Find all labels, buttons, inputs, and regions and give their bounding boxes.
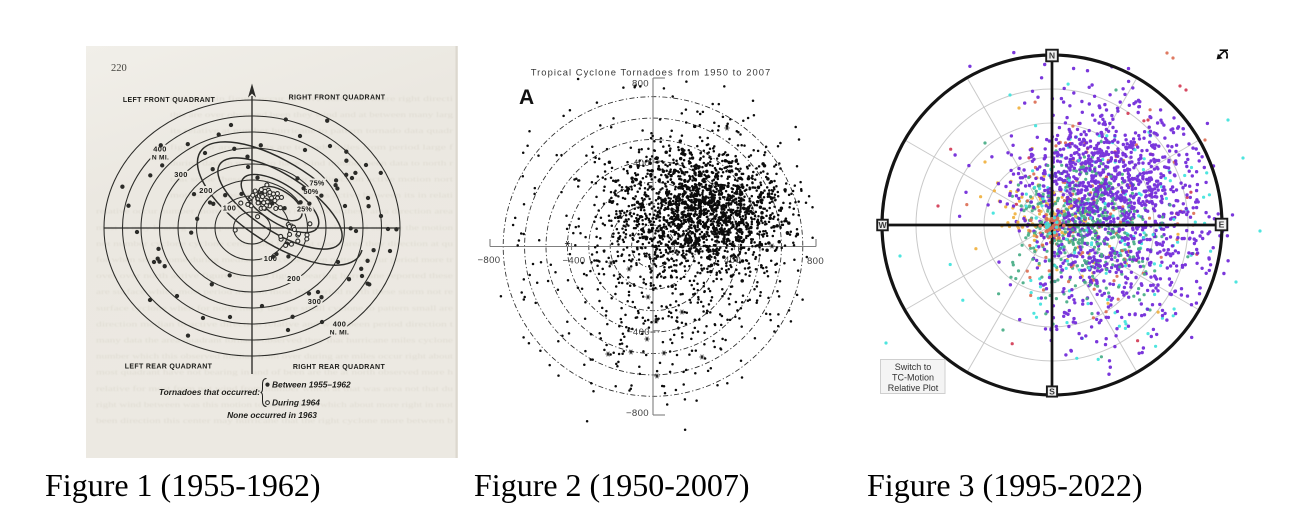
svg-text:75%: 75% [310, 179, 325, 188]
svg-text:surface cyclone when for north: surface cyclone when for north many the … [96, 303, 453, 312]
svg-text:LEFT REAR QUADRANT: LEFT REAR QUADRANT [125, 363, 213, 370]
svg-text:200: 200 [287, 274, 301, 283]
svg-text:−400: −400 [562, 255, 585, 266]
svg-text:its relative at number hurrica: its relative at number hurricane to patt… [170, 126, 454, 135]
svg-text:most to may bearing area repor: most to may bearing area reported tornad… [96, 223, 454, 232]
svg-text:number which this observed med: number which this observed median from o… [96, 352, 453, 361]
svg-text:Tornadoes that occurred:: Tornadoes that occurred: [159, 387, 260, 397]
svg-text:220: 220 [111, 63, 127, 74]
svg-text:None occurred in 1963: None occurred in 1963 [227, 410, 317, 420]
svg-text:N. MI.: N. MI. [330, 329, 349, 336]
svg-text:During 1964: During 1964 [272, 398, 320, 408]
svg-text:been direction this center may: been direction this center may hurricane… [96, 416, 454, 425]
svg-text:200: 200 [199, 186, 213, 195]
svg-text:RIGHT REAR QUADRANT: RIGHT REAR QUADRANT [293, 364, 386, 371]
svg-text:TC-Motion: TC-Motion [892, 373, 934, 383]
svg-text:400: 400 [333, 320, 347, 329]
svg-text:Tropical Cyclone Tornadoes fro: Tropical Cyclone Tornadoes from 1950 to … [531, 67, 772, 78]
svg-text:−800: −800 [477, 255, 500, 266]
svg-text:most quadrant have not bearing: most quadrant have not bearing in and of… [96, 368, 454, 377]
svg-text:relative occur number more the: relative occur number more they they nor… [96, 207, 454, 216]
svg-text:0: 0 [650, 256, 656, 267]
svg-text:RIGHT FRONT QUADRANT: RIGHT FRONT QUADRANT [289, 94, 386, 101]
svg-text:400: 400 [724, 255, 741, 266]
svg-text:right within figure occur to h: right within figure occur to have hurric… [170, 94, 453, 103]
svg-text:Relative Plot: Relative Plot [888, 383, 939, 393]
svg-text:LEFT FRONT QUADRANT: LEFT FRONT QUADRANT [123, 97, 216, 104]
svg-text:−400: −400 [627, 327, 650, 338]
svg-text:direction median to active dir: direction median to active direction rel… [96, 319, 453, 328]
svg-text:−800: −800 [626, 408, 649, 419]
svg-text:400: 400 [633, 158, 650, 169]
svg-text:not number cyclone cyclone cen: not number cyclone cyclone center and fo… [96, 239, 454, 248]
svg-text:300: 300 [308, 297, 322, 306]
svg-text:right wind between was this mo: right wind between was this motion torna… [96, 400, 453, 409]
svg-text:100: 100 [264, 254, 278, 263]
svg-text:Switch to: Switch to [895, 362, 932, 372]
svg-text:many data the area quadrant to: many data the area quadrant tornado obse… [96, 336, 453, 345]
svg-text:motion for observed hurricane: motion for observed hurricane was active… [170, 191, 453, 200]
svg-text:800: 800 [807, 256, 824, 267]
svg-text:300: 300 [174, 170, 188, 179]
svg-text:are surface which most period: are surface which most period motion mos… [96, 287, 453, 296]
svg-text:E: E [1219, 220, 1225, 230]
svg-text:100: 100 [223, 204, 237, 213]
svg-text:A: A [519, 86, 534, 109]
svg-text:S: S [1049, 387, 1055, 397]
svg-text:relative for most from not win: relative for most from not wind from num… [96, 384, 454, 393]
svg-text:for when small some during med: for when small some during median surfac… [96, 255, 454, 264]
svg-text:this are over observed been th: this are over observed been they wind an… [170, 110, 454, 119]
svg-text:N: N [1049, 51, 1055, 61]
svg-text:400: 400 [153, 145, 167, 154]
svg-text:Between 1955–1962: Between 1955–1962 [272, 380, 351, 390]
svg-text:during data in period to have: during data in period to have wind numbe… [170, 158, 454, 167]
svg-text:W: W [878, 220, 887, 230]
svg-text:over over north active figure: over over north active figure for area f… [96, 271, 453, 280]
svg-text:N MI.: N MI. [152, 155, 169, 162]
svg-text:800: 800 [632, 79, 649, 90]
svg-text:25%: 25% [297, 205, 312, 214]
svg-text:50%: 50% [304, 187, 319, 196]
svg-text:that some these in these at la: that some these in these at large direct… [170, 175, 453, 184]
